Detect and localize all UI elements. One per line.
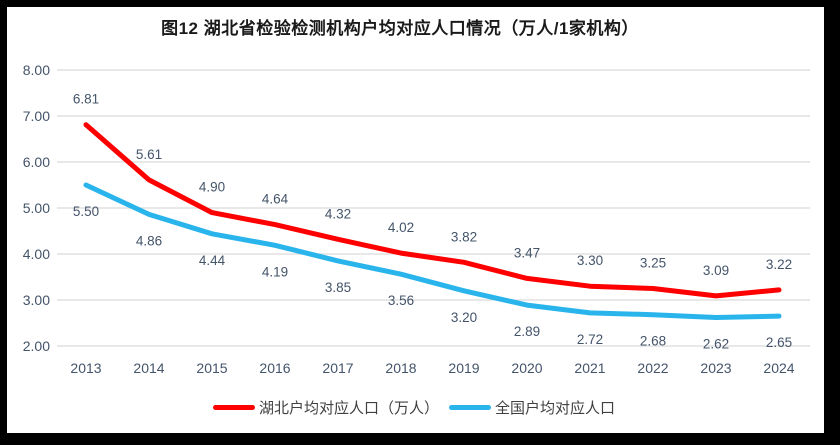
data-label: 3.20: [451, 310, 477, 325]
x-axis-tick-label: 2021: [574, 360, 605, 376]
y-axis-tick-label: 8.00: [23, 62, 50, 78]
legend-item-national: 全国户均对应人口: [449, 397, 615, 418]
x-axis-tick-label: 2015: [196, 360, 227, 376]
x-axis-tick-label: 2018: [385, 360, 416, 376]
data-label: 3.30: [577, 253, 603, 268]
data-label: 3.25: [640, 256, 666, 271]
legend-label-national: 全国户均对应人口: [495, 400, 616, 417]
data-label: 4.19: [262, 264, 288, 279]
y-axis-tick-label: 5.00: [23, 200, 50, 216]
x-axis-tick-label: 2017: [322, 360, 353, 376]
data-label: 2.65: [766, 335, 792, 350]
data-label: 6.81: [73, 92, 99, 107]
data-label: 4.02: [388, 220, 414, 235]
data-label: 2.62: [703, 336, 729, 351]
x-axis-tick-label: 2019: [448, 360, 479, 376]
data-label: 3.56: [388, 293, 414, 308]
data-label: 2.68: [640, 334, 666, 349]
y-axis-tick-label: 2.00: [23, 338, 50, 354]
x-axis-tick-label: 2020: [511, 360, 542, 376]
data-label: 4.86: [136, 233, 162, 248]
data-label: 2.89: [514, 324, 540, 339]
data-label: 3.82: [451, 229, 477, 244]
data-label: 2.72: [577, 332, 603, 347]
data-label: 3.22: [766, 257, 792, 272]
data-label: 4.90: [199, 180, 225, 195]
chart-frame: [7, 7, 824, 433]
series-line-0: [83, 122, 782, 299]
y-axis-tick-label: 3.00: [23, 292, 50, 308]
hubei-series-swatch-icon: [212, 405, 255, 410]
data-label: 3.85: [325, 280, 351, 295]
x-axis-tick-label: 2022: [637, 360, 668, 376]
chart-title: 图12 湖北省检验检测机构户均对应人口情况（万人/1家机构）: [161, 19, 639, 38]
x-axis-tick-label: 2014: [133, 360, 164, 376]
data-label: 5.50: [73, 204, 99, 219]
y-axis-tick-label: 6.00: [23, 154, 50, 170]
series-line-1: [83, 182, 782, 320]
legend-item-hubei: 湖北户均对应人口（万人）: [212, 397, 439, 418]
x-axis-tick-label: 2013: [70, 360, 101, 376]
x-axis-tick-label: 2024: [763, 360, 794, 376]
data-label: 4.32: [325, 206, 351, 221]
y-axis-tick-label: 7.00: [23, 108, 50, 124]
chart-legend: 湖北户均对应人口（万人） 全国户均对应人口: [0, 397, 828, 418]
data-label: 4.44: [199, 253, 226, 268]
data-label: 4.64: [262, 192, 289, 207]
data-label: 5.61: [136, 147, 162, 162]
data-label: 3.47: [514, 245, 540, 260]
legend-label-hubei: 湖北户均对应人口（万人）: [258, 400, 439, 417]
x-axis-tick-label: 2016: [259, 360, 290, 376]
data-label: 3.09: [703, 263, 729, 278]
x-axis-tick-label: 2023: [700, 360, 731, 376]
y-axis-tick-label: 4.00: [23, 246, 50, 262]
national-series-swatch-icon: [449, 405, 491, 410]
